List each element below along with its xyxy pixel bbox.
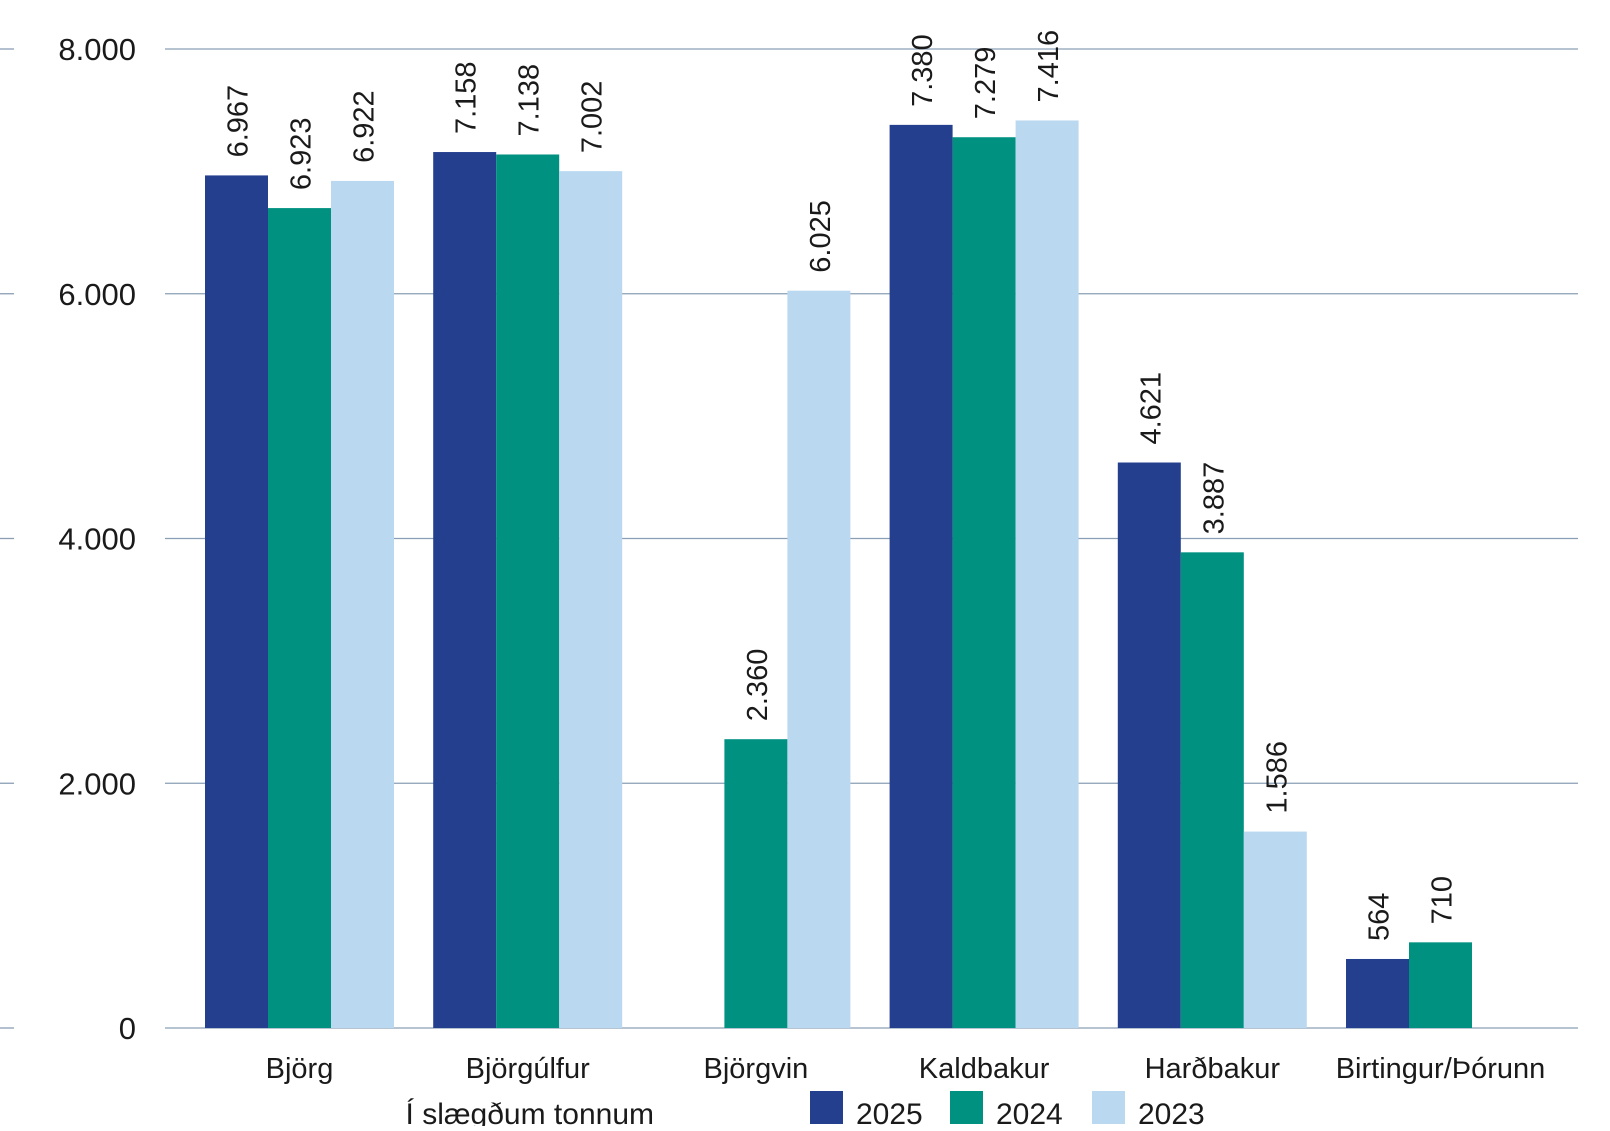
- y-axis-tick-label: 8.000: [58, 32, 136, 67]
- category-label: Harðbakur: [1145, 1053, 1281, 1085]
- data-label: 564: [1364, 893, 1396, 941]
- category-label: Kaldbakur: [919, 1053, 1050, 1085]
- category-label: Björgúlfur: [466, 1053, 590, 1085]
- bar-2025: [205, 175, 268, 1028]
- data-label: 6.025: [805, 200, 837, 273]
- data-label: 6.923: [286, 118, 318, 191]
- y-axis-tick-label: 4.000: [58, 522, 136, 557]
- data-label: 7.279: [970, 47, 1002, 120]
- data-label: 7.158: [451, 61, 483, 134]
- data-label: 3.887: [1198, 462, 1230, 535]
- legend-label: 2024: [996, 1098, 1063, 1126]
- data-label: 7.138: [514, 64, 546, 137]
- data-labels: 6.967 6.923 6.922 7.158 7.138 7.002 2.360 6.025…: [223, 30, 1459, 941]
- data-label: 7.380: [907, 34, 939, 107]
- data-label: 7.002: [577, 81, 609, 154]
- y-axis-tick-label: 6.000: [58, 277, 136, 312]
- data-label: 4.621: [1135, 372, 1167, 445]
- bar-2025: [433, 152, 497, 1029]
- legend-swatch-2024: [950, 1091, 983, 1124]
- bar-2023: [1015, 120, 1079, 1029]
- category-label: Birtingur/Þórunn: [1336, 1053, 1546, 1085]
- y-axis-ticks: 0 2.000 4.000 6.000 8.000: [0, 32, 136, 1046]
- data-label: 710: [1427, 876, 1459, 924]
- bar-2023: [559, 171, 623, 1028]
- data-label: 1.586: [1261, 741, 1293, 814]
- bar-2023: [787, 290, 851, 1028]
- bar-2025: [1346, 958, 1409, 1028]
- legend-title: Í slægðum tonnum: [406, 1098, 654, 1126]
- legend: Í slægðum tonnum 2025 2024 2023: [406, 1091, 1205, 1131]
- bars: [205, 120, 1472, 1029]
- data-label: 2.360: [742, 649, 774, 722]
- bar-2024: [1409, 942, 1472, 1028]
- bar-2024: [496, 154, 560, 1028]
- x-axis-categories: Björg Björgúlfur Björgvin Kaldbakur Harðbaku…: [266, 1053, 1546, 1085]
- bar-2024: [1180, 552, 1244, 1028]
- data-label: 7.416: [1033, 30, 1065, 103]
- y-axis-tick-label: 0: [119, 1011, 136, 1046]
- data-label: 6.967: [223, 85, 255, 158]
- legend-swatch-2023: [1092, 1091, 1125, 1124]
- bar-2025: [1117, 462, 1181, 1028]
- y-axis-tick-label: 2.000: [58, 766, 136, 801]
- gridlines: [165, 48, 1578, 1029]
- bar-2024: [952, 137, 1016, 1029]
- bar-2023: [331, 180, 394, 1028]
- legend-label: 2025: [856, 1098, 923, 1126]
- bar-2023: [1243, 831, 1307, 1028]
- bar-2024: [268, 208, 331, 1028]
- category-label: Björgvin: [704, 1053, 809, 1085]
- category-label: Björg: [266, 1053, 334, 1085]
- legend-swatch-2025: [810, 1091, 843, 1124]
- data-label: 6.922: [349, 90, 381, 163]
- bar-2024: [724, 739, 788, 1028]
- bar-2025: [889, 124, 953, 1028]
- legend-label: 2023: [1138, 1098, 1205, 1126]
